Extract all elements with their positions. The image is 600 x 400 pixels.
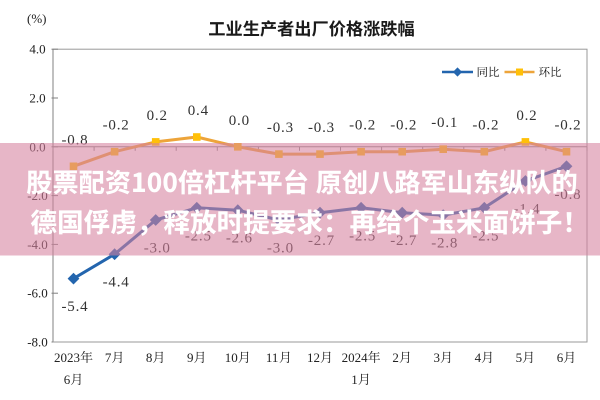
svg-text:3: 3 bbox=[434, 350, 441, 365]
svg-text:0.0: 0.0 bbox=[229, 113, 250, 129]
svg-text:5: 5 bbox=[516, 350, 523, 365]
svg-text:2023: 2023 bbox=[54, 350, 80, 365]
svg-text:0.4: 0.4 bbox=[188, 103, 209, 119]
svg-text:-4.4: -4.4 bbox=[103, 275, 130, 291]
svg-text:8: 8 bbox=[146, 350, 153, 365]
svg-text:-8.0: -8.0 bbox=[27, 335, 48, 350]
svg-text:-0.3: -0.3 bbox=[308, 120, 335, 136]
svg-text:6: 6 bbox=[557, 350, 564, 365]
svg-text:2024: 2024 bbox=[342, 350, 369, 365]
svg-text:9: 9 bbox=[187, 350, 194, 365]
svg-text:0.2: 0.2 bbox=[516, 108, 537, 124]
svg-text:12: 12 bbox=[307, 350, 320, 365]
svg-text:-0.2: -0.2 bbox=[103, 118, 130, 134]
svg-text:1: 1 bbox=[351, 372, 358, 387]
svg-text:4: 4 bbox=[475, 350, 482, 365]
svg-text:-6.0: -6.0 bbox=[27, 286, 48, 301]
svg-text:6: 6 bbox=[64, 372, 71, 387]
svg-text:4.0: 4.0 bbox=[29, 42, 45, 57]
svg-text:2.0: 2.0 bbox=[29, 91, 45, 106]
svg-text:-0.2: -0.2 bbox=[390, 118, 417, 134]
svg-text:(%): (%) bbox=[27, 11, 47, 26]
svg-text:7: 7 bbox=[105, 350, 112, 365]
svg-text:0.2: 0.2 bbox=[147, 108, 168, 124]
svg-text:-0.2: -0.2 bbox=[349, 118, 376, 134]
svg-text:-0.2: -0.2 bbox=[472, 118, 499, 134]
svg-text:-5.4: -5.4 bbox=[62, 299, 89, 315]
svg-text:11: 11 bbox=[266, 350, 279, 365]
svg-text:-0.2: -0.2 bbox=[555, 118, 582, 134]
svg-text:10: 10 bbox=[225, 350, 238, 365]
svg-text:-0.1: -0.1 bbox=[431, 115, 458, 131]
svg-text:-0.3: -0.3 bbox=[267, 120, 294, 136]
svg-text:2: 2 bbox=[392, 350, 399, 365]
